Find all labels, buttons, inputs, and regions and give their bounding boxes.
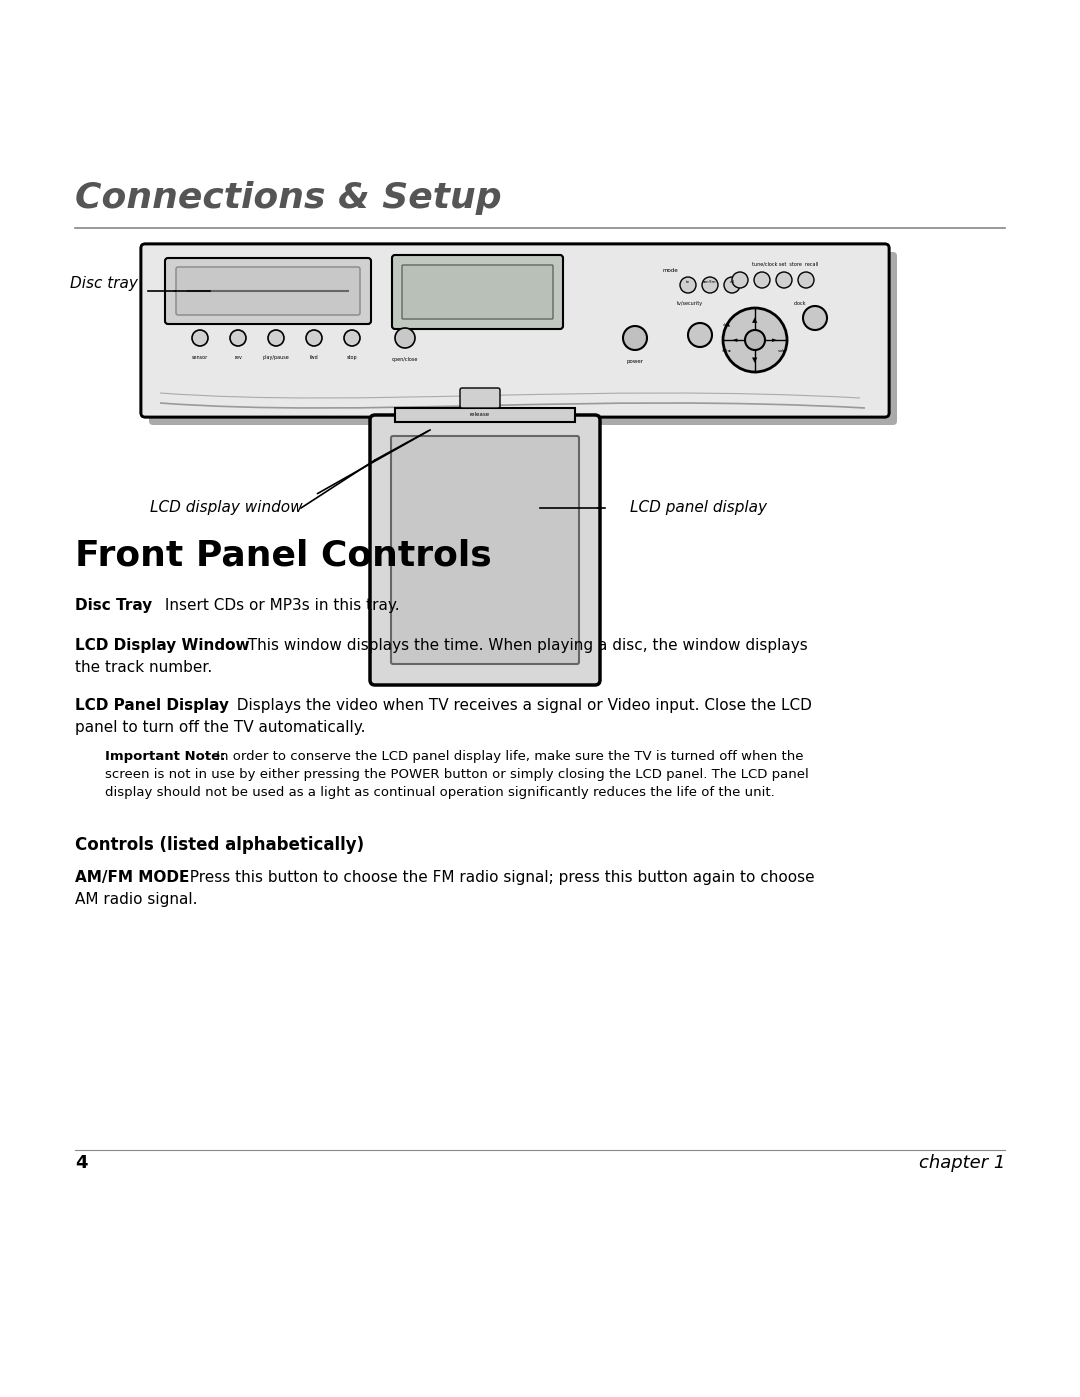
Text: ▼: ▼ [753,358,758,363]
Text: ▲: ▲ [753,317,758,323]
Circle shape [306,330,322,346]
Text: Connections & Setup: Connections & Setup [75,182,501,215]
Circle shape [623,326,647,351]
Text: tune/clock set  store  recall: tune/clock set store recall [752,261,819,265]
Text: Front Panel Controls: Front Panel Controls [75,538,491,571]
Text: screen is not in use by either pressing the POWER button or simply closing the L: screen is not in use by either pressing … [105,768,809,781]
Text: chapter 1: chapter 1 [919,1154,1005,1172]
Text: LCD Display Window: LCD Display Window [75,638,249,652]
Text: Insert CDs or MP3s in this tray.: Insert CDs or MP3s in this tray. [160,598,400,613]
Text: Press this button to choose the FM radio signal; press this button again to choo: Press this button to choose the FM radio… [180,870,814,886]
Text: ch▲: ch▲ [723,321,731,326]
Circle shape [754,272,770,288]
FancyBboxPatch shape [402,265,553,319]
Circle shape [230,330,246,346]
FancyBboxPatch shape [176,267,360,314]
Text: AM/FM MODE: AM/FM MODE [75,870,189,886]
Text: stop: stop [347,355,357,360]
Circle shape [804,306,827,330]
Circle shape [688,323,712,346]
FancyBboxPatch shape [141,244,889,416]
Circle shape [395,328,415,348]
Circle shape [777,272,792,288]
Text: LCD display window: LCD display window [150,500,302,515]
Circle shape [724,277,740,293]
Text: sensor: sensor [192,355,208,360]
Text: AM radio signal.: AM radio signal. [75,893,198,907]
Text: tv/security: tv/security [677,300,703,306]
Circle shape [192,330,208,346]
Circle shape [702,277,718,293]
FancyBboxPatch shape [149,251,897,425]
Bar [395,408,575,422]
FancyBboxPatch shape [141,244,889,416]
Text: rev: rev [234,355,242,360]
Text: Important Note:: Important Note: [105,750,226,763]
Text: Disc tray: Disc tray [70,277,138,291]
Text: power: power [626,359,644,365]
Text: LCD Panel Display: LCD Panel Display [75,698,229,712]
Text: am/fm: am/fm [703,279,717,284]
Circle shape [745,330,765,351]
Text: 4: 4 [75,1154,87,1172]
FancyBboxPatch shape [392,256,563,330]
FancyBboxPatch shape [370,415,600,685]
Text: Disc Tray: Disc Tray [75,598,152,613]
Text: vol◄: vol◄ [723,349,731,353]
Text: tv: tv [686,279,690,284]
Text: mode: mode [662,268,678,272]
Text: panel to turn off the TV automatically.: panel to turn off the TV automatically. [75,719,365,735]
Text: Displays the video when TV receives a signal or Video input. Close the LCD: Displays the video when TV receives a si… [227,698,812,712]
Text: open/close: open/close [392,358,418,362]
Text: release: release [470,412,490,416]
Text: Controls (listed alphabetically): Controls (listed alphabetically) [75,835,364,854]
Circle shape [680,277,696,293]
Circle shape [345,330,360,346]
Text: In order to conserve the LCD panel display life, make sure the TV is turned off : In order to conserve the LCD panel displ… [212,750,804,763]
FancyBboxPatch shape [460,388,500,408]
Circle shape [723,307,787,372]
Text: ◄: ◄ [732,337,738,344]
Text: display should not be used as a light as continual operation significantly reduc: display should not be used as a light as… [105,787,774,799]
Circle shape [268,330,284,346]
Text: This window displays the time. When playing a disc, the window displays: This window displays the time. When play… [238,638,808,652]
FancyBboxPatch shape [391,436,579,664]
Text: LCD panel display: LCD panel display [630,500,767,515]
Text: cd: cd [730,279,734,284]
Text: the track number.: the track number. [75,659,213,675]
Text: ►: ► [772,337,778,344]
Circle shape [732,272,748,288]
Text: clock: clock [794,300,807,306]
FancyBboxPatch shape [165,258,372,324]
Text: play/pause: play/pause [262,355,289,360]
Circle shape [798,272,814,288]
Text: fwd: fwd [310,355,319,360]
Text: vol►: vol► [779,349,787,353]
